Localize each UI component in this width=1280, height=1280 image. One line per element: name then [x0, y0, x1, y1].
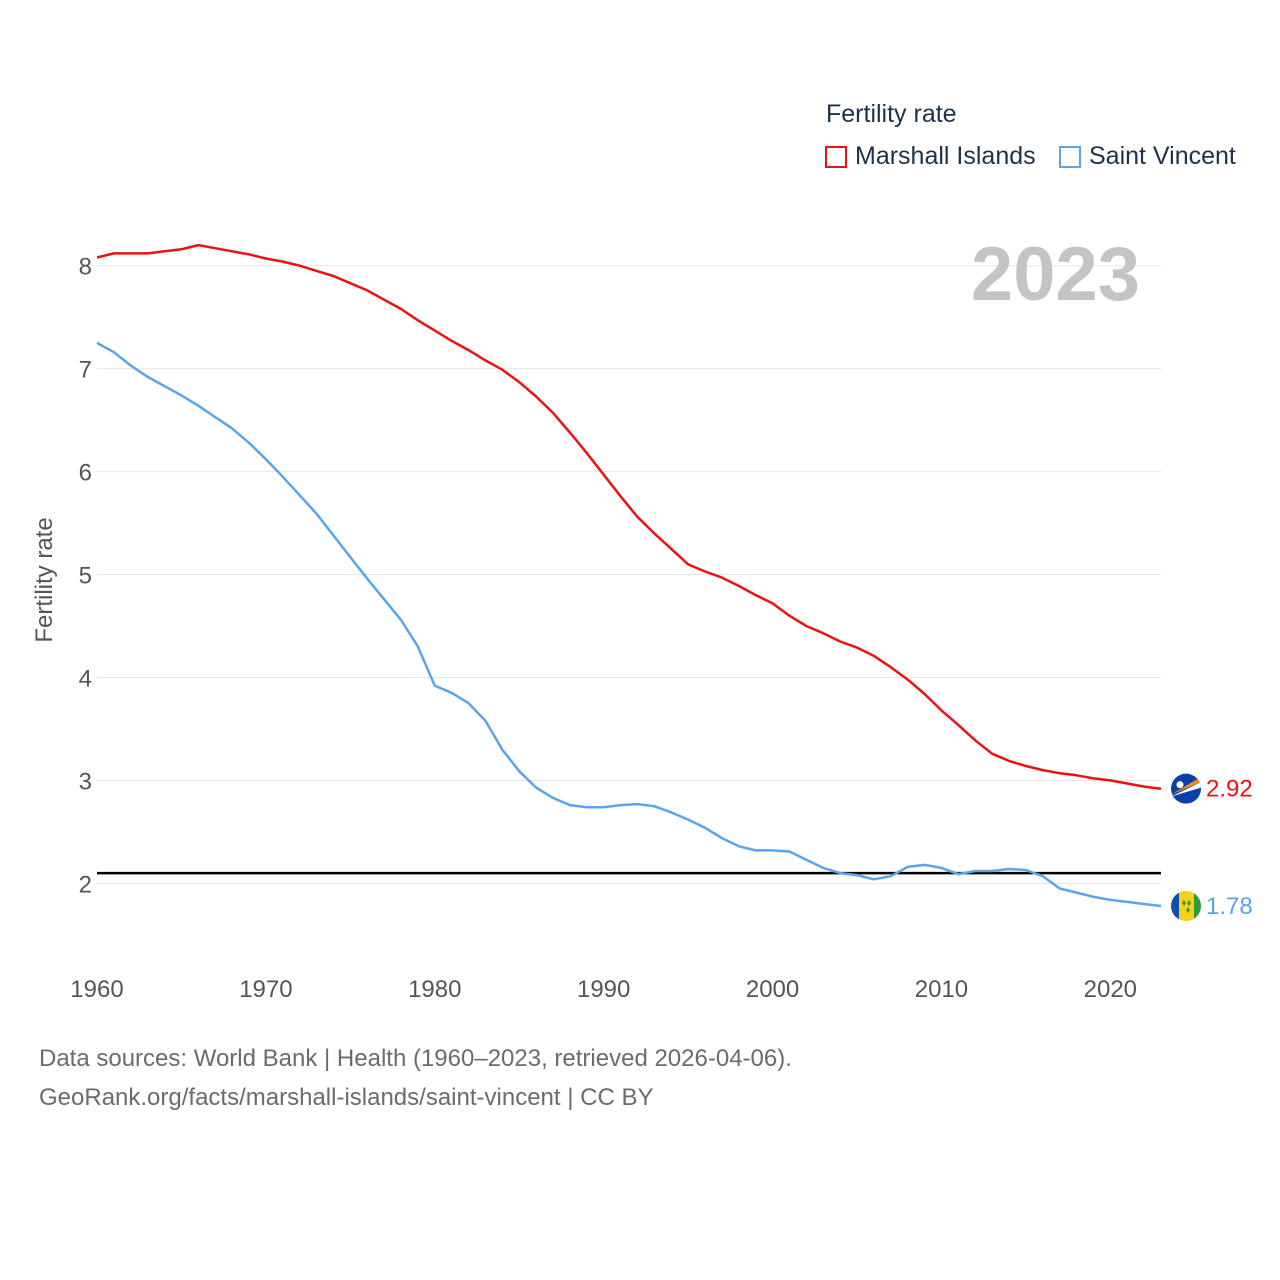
saint-vincent-flag-icon — [1171, 891, 1201, 922]
x-tick-label: 2010 — [915, 976, 968, 1003]
x-tick-label: 2000 — [746, 976, 799, 1003]
x-tick-label: 1960 — [70, 976, 123, 1003]
x-tick-label: 1980 — [408, 976, 461, 1003]
series-line-saint-vincent[interactable] — [96, 341, 1162, 908]
legend-label: Marshall Islands — [855, 142, 1036, 170]
year-watermark: 2023 — [971, 232, 1140, 317]
series-line-marshall-islands[interactable] — [96, 243, 1162, 790]
x-tick-label: 1990 — [577, 976, 630, 1003]
legend-title: Fertility rate — [826, 100, 957, 128]
x-tick-label: 1970 — [239, 976, 292, 1003]
y-tick-label: 3 — [79, 768, 92, 795]
legend-swatch-icon — [1059, 145, 1081, 168]
y-axis-label: Fertility rate — [31, 517, 58, 642]
end-value-label: 1.78 — [1206, 893, 1253, 920]
legend-swatch-icon — [825, 145, 847, 168]
source-line-1: Data sources: World Bank | Health (1960–… — [39, 1045, 792, 1072]
end-value-label: 2.92 — [1206, 776, 1253, 803]
legend-label: Saint Vincent — [1089, 142, 1236, 170]
legend-item-saint-vincent[interactable]: Saint Vincent — [1059, 142, 1236, 171]
source-line-2[interactable]: GeoRank.org/facts/marshall-islands/saint… — [39, 1084, 654, 1111]
x-tick-label: 2020 — [1084, 976, 1137, 1003]
y-tick-label: 7 — [79, 357, 92, 384]
y-tick-label: 2 — [79, 871, 92, 898]
y-tick-label: 8 — [79, 254, 92, 281]
y-tick-label: 4 — [79, 666, 92, 693]
y-tick-label: 6 — [79, 460, 92, 487]
y-tick-label: 5 — [79, 563, 92, 590]
legend-item-marshall-islands[interactable]: Marshall Islands — [825, 142, 1036, 171]
marshall-islands-flag-icon — [1171, 773, 1201, 804]
